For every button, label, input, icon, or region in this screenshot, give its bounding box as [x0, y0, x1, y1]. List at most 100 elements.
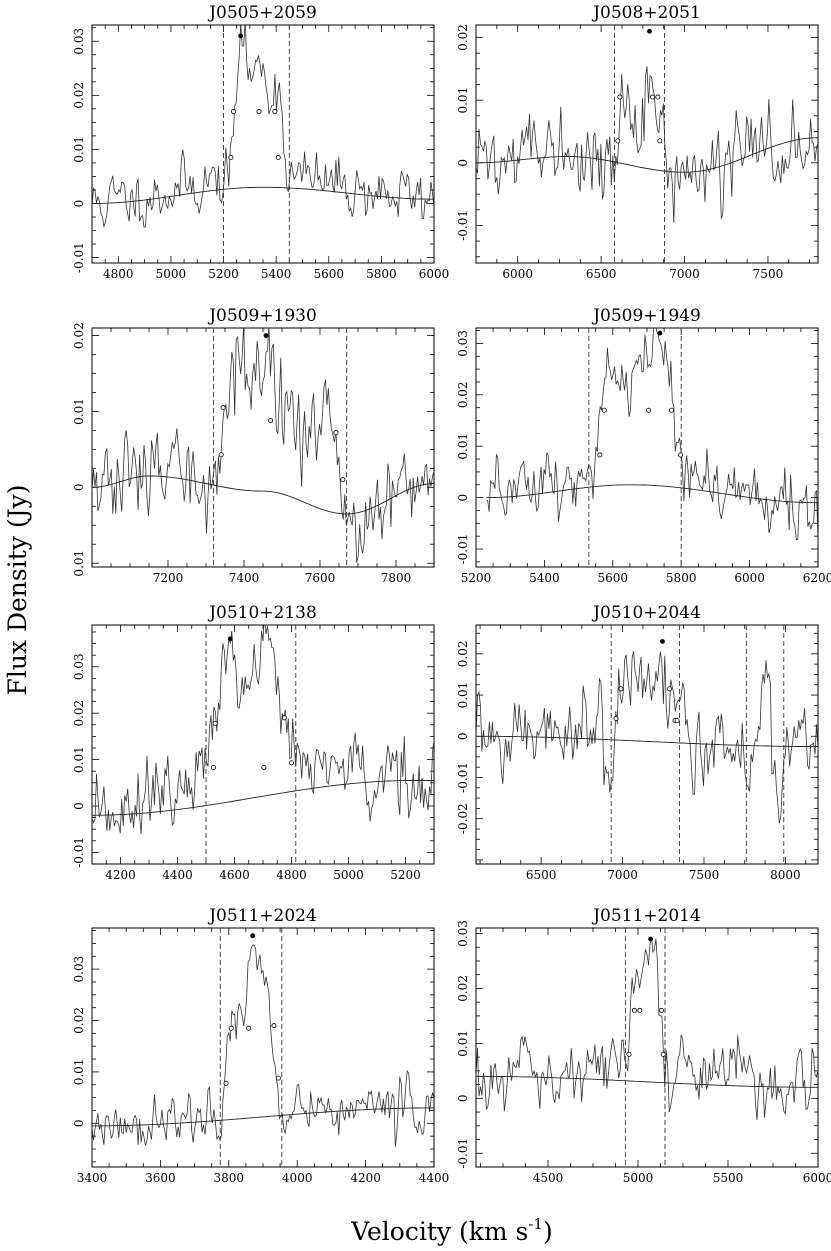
panel-title: J0508+2051	[591, 3, 701, 23]
width-marker	[231, 109, 237, 115]
x-axis-label: Velocity (km s-1)	[350, 1215, 553, 1246]
panel-6: J0510+2044 6500 7000 7500 8000 -0.02 -0.01 0 0.0…	[456, 603, 819, 882]
width-marker	[669, 407, 675, 413]
y-tick-label: 0.01	[456, 1030, 470, 1057]
x-tick-label: 5400	[529, 571, 560, 585]
y-tick-label: 0.01	[72, 136, 86, 163]
panel-8: J0511+2014 4500 5000 5500 6000 -0.01 0 0.01 0.02…	[456, 906, 831, 1185]
x-tick-label: 4200	[350, 1171, 381, 1185]
y-tick-label: 0.03	[72, 956, 86, 983]
x-tick-label: 3800	[214, 1171, 245, 1185]
width-marker	[228, 1025, 234, 1031]
y-tick-label: 0.02	[72, 1007, 86, 1034]
x-tick-label: 6500	[586, 267, 617, 281]
width-marker	[272, 109, 278, 115]
width-marker	[261, 764, 267, 770]
spectrum-line	[476, 650, 818, 824]
x-tick-label: 4800	[103, 267, 134, 281]
width-marker	[228, 155, 234, 161]
y-tick-label: 0.01	[72, 398, 86, 425]
x-tick-label: 8000	[770, 868, 801, 882]
x-tick-label: 7400	[229, 571, 260, 585]
x-tick-label: 7800	[381, 571, 412, 585]
width-marker	[275, 155, 281, 161]
x-tick-label: 5000	[156, 267, 187, 281]
x-tick-label: 5800	[366, 267, 397, 281]
width-marker	[210, 764, 216, 770]
y-tick-label: -0.01	[456, 210, 470, 241]
x-tick-label: 4600	[219, 868, 250, 882]
y-tick-label: 0	[72, 802, 86, 810]
peak-marker	[263, 333, 269, 338]
y-tick-label: 0.02	[456, 381, 470, 408]
panel-title: J0511+2024	[207, 906, 317, 926]
x-tick-label: 3400	[77, 1171, 108, 1185]
width-marker	[281, 715, 287, 721]
width-marker	[618, 686, 624, 692]
x-tick-label: 5600	[313, 267, 344, 281]
panel-title: J0509+1930	[207, 306, 317, 326]
width-marker	[256, 109, 262, 115]
x-tick-label: 6200	[803, 571, 831, 585]
panels-container: J0505+2059 4800 5000 5200 5400 5600 5800 6000 -0…	[72, 3, 831, 1185]
panel-title: J0505+2059	[207, 3, 317, 23]
x-tick-label: 4200	[105, 868, 136, 882]
width-marker	[615, 138, 621, 144]
y-tick-label: -0.02	[456, 803, 470, 834]
spectrum-line	[92, 625, 434, 834]
panel-title: J0509+1949	[591, 306, 701, 326]
y-tick-label: 0.03	[72, 28, 86, 55]
y-tick-label: -0.01	[456, 534, 470, 565]
peak-marker	[647, 28, 652, 34]
y-tick-label: 0.01	[72, 1059, 86, 1086]
panel-5: J0510+2138 4200 4400 4600 4800 5000 5200 -0.01 0…	[72, 603, 435, 882]
x-tick-label: 5000	[623, 1171, 654, 1185]
x-tick-label: 5600	[598, 571, 629, 585]
y-tick-label: 0.01	[456, 682, 470, 709]
y-tick-label: 0.01	[72, 746, 86, 773]
width-marker	[340, 477, 346, 483]
y-tick-label: 0.02	[72, 700, 86, 727]
panel-4: J0509+1949 5200 5400 5600 5800 6000 6200 -0.01 0…	[456, 306, 831, 585]
peak-marker	[660, 639, 665, 644]
x-tick-label: 4400	[162, 868, 193, 882]
x-tick-label: 5500	[713, 1171, 744, 1185]
width-marker	[660, 1051, 666, 1057]
width-marker	[597, 452, 603, 458]
peak-marker	[250, 933, 256, 939]
y-tick-label: 0.03	[456, 330, 470, 357]
x-tick-label: 3600	[145, 1171, 176, 1185]
y-tick-label: 0.02	[456, 640, 470, 667]
x-tick-label: 4800	[276, 868, 307, 882]
width-marker	[601, 407, 607, 413]
y-tick-label: 0	[72, 1119, 86, 1127]
spectrum-line	[476, 66, 818, 223]
x-tick-label: 7200	[153, 571, 184, 585]
panel-title: J0510+2044	[591, 603, 701, 623]
width-marker	[646, 407, 652, 413]
plot-frame	[475, 927, 819, 1168]
width-marker	[658, 1007, 664, 1013]
width-marker	[218, 452, 224, 458]
y-tick-label: 0	[456, 1095, 470, 1103]
peak-marker	[648, 936, 653, 942]
x-tick-label: 7000	[669, 267, 700, 281]
y-tick-label: 0.03	[456, 920, 470, 947]
panel-1: J0505+2059 4800 5000 5200 5400 5600 5800 6000 -0…	[72, 3, 449, 281]
width-marker	[271, 1023, 277, 1029]
x-tick-label: 7600	[305, 571, 336, 585]
y-tick-label: 0	[456, 732, 470, 740]
y-tick-label: 0	[72, 200, 86, 208]
width-marker	[333, 430, 339, 436]
spectrum-line	[92, 944, 434, 1147]
y-tick-label: -0.01	[456, 1138, 470, 1169]
y-tick-label: 0.02	[72, 82, 86, 109]
y-tick-label: 0.02	[72, 322, 86, 349]
y-tick-label: 0.01	[72, 550, 86, 577]
baseline-fit-curve	[92, 475, 434, 515]
spectrum-line	[92, 328, 434, 563]
y-tick-label: -0.01	[456, 762, 470, 793]
width-marker	[674, 718, 680, 724]
width-marker	[275, 1075, 281, 1081]
